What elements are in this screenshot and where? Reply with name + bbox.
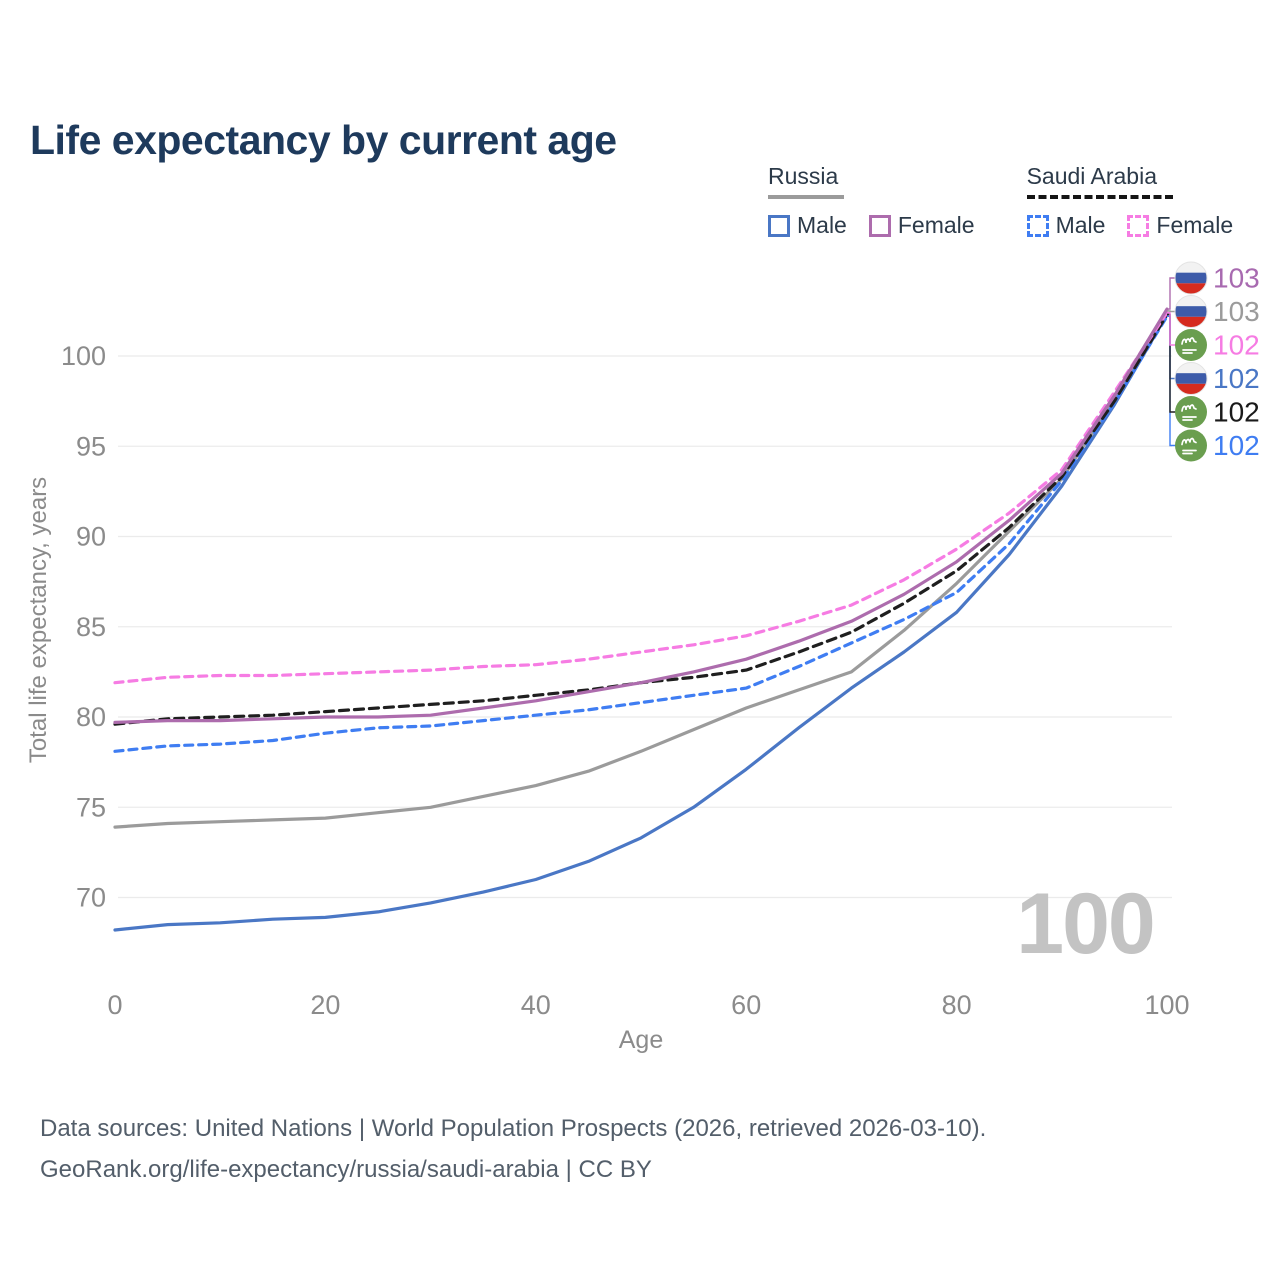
saudi-flag-icon	[1175, 329, 1207, 361]
legend-group-saudi-arabia: Saudi Arabia Male Female	[1026, 163, 1233, 239]
end-value-label: 102	[1213, 363, 1260, 394]
russia-solid-line-sample	[768, 195, 844, 199]
page-title: Life expectancy by current age	[30, 117, 617, 164]
y-tick-80: 80	[76, 702, 106, 732]
series-line-russia-male[interactable]	[113, 312, 1169, 932]
y-tick-90: 90	[76, 522, 106, 552]
leader-line-russia-female	[1167, 277, 1176, 310]
footer: Data sources: United Nations | World Pop…	[40, 1108, 986, 1190]
legend-country-russia[interactable]: Russia	[768, 163, 844, 199]
russia-flag-icon	[1174, 261, 1208, 295]
footer-data-sources: Data sources: United Nations | World Pop…	[40, 1115, 987, 1142]
leader-line-saudi-male	[1167, 315, 1176, 447]
end-value-label: 102	[1213, 430, 1260, 461]
leader-line-saudi-female	[1167, 312, 1176, 346]
y-axis-label: Total life expectancy, years	[25, 477, 52, 763]
series-line-saudi-female[interactable]	[113, 311, 1169, 685]
y-tick-100: 100	[61, 341, 106, 371]
legend-item-label: Female	[1156, 212, 1234, 238]
saudi-arabia-dashed-line-sample	[1026, 195, 1173, 199]
legend-country-saudi-arabia[interactable]: Saudi Arabia	[1026, 163, 1173, 199]
legend-item-label: Male	[797, 212, 847, 238]
end-value-label: 103	[1213, 296, 1260, 327]
russia-flag-icon	[1174, 362, 1208, 395]
x-axis-label: Age	[619, 1026, 663, 1054]
age-watermark: 100	[1016, 876, 1154, 972]
russia-male-swatch	[768, 214, 790, 237]
leader-line-saudi-total	[1167, 313, 1176, 413]
russia-female-swatch	[868, 214, 891, 237]
y-tick-75: 75	[76, 792, 106, 822]
end-value-label: 102	[1213, 330, 1260, 361]
life-expectancy-chart: 70 75 80 85 90 95 100 0 20 40 60 80 100 Age Total life…	[25, 261, 1260, 1054]
x-tick-20: 20	[310, 990, 340, 1020]
legend: Russia Male Female Saudi Arabia Male	[768, 163, 1233, 239]
legend-item-russia-male[interactable]: Male	[768, 212, 847, 239]
series-line-saudi-male[interactable]	[113, 314, 1169, 753]
leader-line-russia-total	[1167, 310, 1176, 313]
legend-group-russia: Russia Male Female	[768, 163, 975, 239]
saudi-male-swatch	[1026, 214, 1049, 237]
legend-item-saudi-male[interactable]: Male	[1026, 212, 1106, 239]
end-value-label: 102	[1213, 397, 1260, 428]
russia-flag-icon	[1174, 295, 1208, 328]
x-tick-40: 40	[521, 990, 551, 1020]
footer-attribution: GeoRank.org/life-expectancy/russia/saudi…	[40, 1156, 652, 1183]
series-line-russia-total[interactable]	[113, 309, 1169, 829]
y-tick-95: 95	[76, 431, 106, 461]
leader-line-russia-male	[1167, 313, 1176, 380]
legend-item-saudi-female[interactable]: Female	[1127, 212, 1233, 239]
x-tick-0: 0	[107, 990, 122, 1020]
x-tick-60: 60	[731, 990, 761, 1020]
x-tick-80: 80	[942, 990, 972, 1020]
y-tick-85: 85	[76, 612, 106, 642]
legend-item-label: Female	[897, 212, 975, 238]
legend-item-russia-female[interactable]: Female	[868, 212, 975, 239]
legend-country-saudi-arabia-label: Saudi Arabia	[1026, 163, 1157, 189]
y-tick-70: 70	[76, 883, 106, 913]
x-tick-100: 100	[1144, 990, 1189, 1020]
saudi-flag-icon	[1175, 396, 1207, 428]
end-value-label: 103	[1213, 263, 1260, 294]
legend-country-russia-label: Russia	[768, 163, 839, 189]
saudi-flag-icon	[1175, 429, 1207, 462]
legend-item-label: Male	[1055, 212, 1106, 238]
series-line-russia-female[interactable]	[113, 307, 1169, 724]
saudi-female-swatch	[1127, 214, 1150, 237]
